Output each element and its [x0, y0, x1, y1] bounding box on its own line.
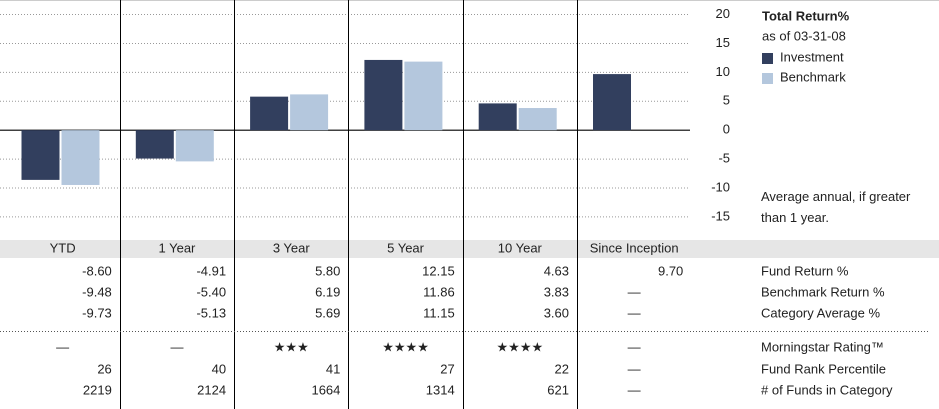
bar: [364, 59, 403, 131]
row-label: Benchmark Return %: [761, 284, 885, 299]
table-cell: 40: [212, 361, 226, 376]
y-tick-label: 20: [716, 6, 730, 21]
bar: [404, 61, 443, 131]
column-header: 3 Year: [273, 240, 311, 255]
table-cell: —: [628, 361, 641, 376]
bar: [593, 74, 631, 131]
table-cell: ★★★★: [497, 339, 544, 354]
table-cell: -5.13: [196, 305, 226, 320]
column-header: 5 Year: [387, 240, 425, 255]
y-tick-label: 0: [723, 122, 730, 137]
table-cell: —: [56, 339, 69, 354]
legend-label: Investment: [780, 49, 844, 64]
header-band: [0, 240, 939, 258]
y-tick-label: 5: [723, 93, 730, 108]
table-cell: 6.19: [315, 284, 340, 299]
table-cell: 9.70: [658, 263, 683, 278]
row-label: # of Funds in Category: [761, 382, 893, 397]
table-cell: ★★★: [274, 339, 309, 354]
table-cell: 12.15: [422, 263, 455, 278]
table-cell: —: [628, 339, 641, 354]
bar: [21, 130, 60, 180]
table-cell: 1314: [426, 382, 455, 397]
table-cell: 3.60: [544, 305, 569, 320]
table-cell: ★★★★: [382, 339, 429, 354]
row-label: Morningstar Rating™: [761, 339, 884, 354]
chart-title: Total Return%: [762, 8, 850, 23]
bar: [135, 130, 174, 159]
y-tick-label: -10: [711, 179, 730, 194]
table-cell: -8.60: [82, 263, 112, 278]
table-cell: 22: [555, 361, 569, 376]
table-cell: -4.91: [196, 263, 226, 278]
legend-label: Benchmark: [780, 69, 846, 84]
column-header: 1 Year: [159, 240, 197, 255]
table-cell: 1664: [311, 382, 340, 397]
bar: [478, 103, 517, 131]
column-header: YTD: [50, 240, 76, 255]
y-tick-label: 15: [716, 35, 730, 50]
bar: [518, 108, 557, 131]
table-cell: 27: [440, 361, 454, 376]
bar: [175, 130, 214, 162]
table-cell: -5.40: [196, 284, 226, 299]
table-cell: —: [628, 305, 641, 320]
row-label: Fund Rank Percentile: [761, 361, 886, 376]
chart-subtitle: as of 03-31-08: [762, 28, 846, 43]
bar: [290, 94, 329, 131]
table-cell: -9.73: [82, 305, 112, 320]
table-cell: 3.83: [544, 284, 569, 299]
table-cell: 11.15: [423, 305, 455, 320]
bar: [61, 130, 100, 185]
column-header: 10 Year: [498, 240, 543, 255]
legend-swatch: [762, 53, 773, 64]
table-cell: 26: [97, 361, 111, 376]
note: Average annual, if greater than 1 year.: [761, 189, 911, 225]
table-cell: 5.80: [315, 263, 340, 278]
table-cell: —: [170, 339, 183, 354]
table-cell: 621: [547, 382, 569, 397]
y-tick-label: -15: [711, 208, 730, 223]
column-header: Since Inception: [590, 240, 679, 255]
legend-swatch: [762, 73, 773, 84]
row-label: Fund Return %: [761, 263, 849, 278]
y-tick-label: 10: [716, 64, 730, 79]
table-cell: —: [628, 382, 641, 397]
table-cell: -9.48: [82, 284, 112, 299]
table-cell: —: [628, 284, 641, 299]
table-cell: 41: [326, 361, 340, 376]
table-cell: 4.63: [544, 263, 569, 278]
table-cell: 5.69: [315, 305, 340, 320]
bar: [250, 96, 289, 131]
row-label: Category Average %: [761, 305, 880, 320]
y-tick-label: -5: [718, 151, 730, 166]
table-cell: 11.86: [423, 284, 455, 299]
table-cell: 2219: [83, 382, 112, 397]
table-cell: 2124: [197, 382, 226, 397]
